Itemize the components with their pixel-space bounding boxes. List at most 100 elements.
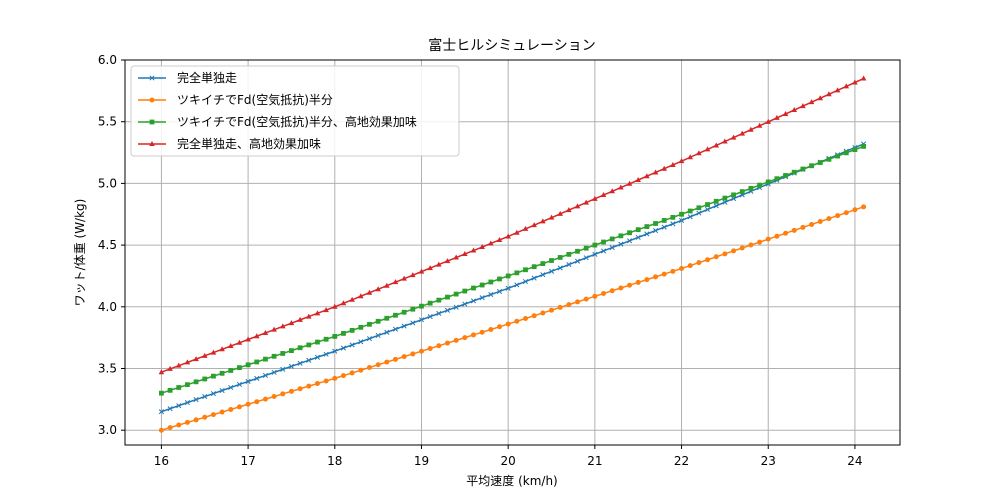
data-point	[176, 385, 182, 390]
data-point	[471, 285, 476, 291]
data-point	[505, 285, 511, 291]
data-point	[444, 307, 451, 313]
legend-box	[130, 65, 460, 157]
data-point	[765, 179, 771, 185]
data-point	[392, 279, 399, 285]
data-point	[626, 180, 633, 186]
data-point	[505, 273, 511, 279]
y-tick-label: 3.5	[98, 361, 117, 375]
data-point	[289, 348, 294, 354]
data-point	[236, 404, 242, 410]
data-point	[228, 368, 234, 373]
data-point	[722, 195, 728, 201]
series-line	[161, 145, 864, 394]
y-axis-label: ワット/体重 (W/kg)	[73, 199, 87, 307]
series-4	[158, 75, 867, 375]
data-point	[488, 240, 494, 246]
data-point	[522, 225, 529, 231]
data-point	[279, 323, 286, 329]
data-point	[600, 248, 607, 254]
data-point	[661, 165, 668, 171]
data-point	[679, 211, 684, 217]
data-point	[167, 365, 173, 371]
data-point	[427, 265, 433, 271]
data-point	[245, 336, 251, 342]
x-tick-label: 23	[761, 454, 776, 468]
data-point	[834, 87, 841, 93]
data-point	[436, 310, 442, 317]
legend-marker	[149, 75, 155, 81]
data-point	[687, 154, 694, 160]
data-point	[496, 324, 502, 330]
data-point	[306, 342, 312, 348]
data-point	[427, 314, 433, 320]
data-point	[349, 327, 355, 333]
data-point	[583, 255, 589, 261]
data-point	[254, 399, 260, 405]
data-point	[592, 251, 598, 257]
data-point	[340, 300, 347, 306]
data-point	[782, 110, 789, 116]
data-point	[522, 278, 529, 285]
data-point	[497, 276, 502, 282]
data-point	[678, 217, 685, 223]
data-point	[453, 337, 459, 343]
data-point	[860, 75, 867, 81]
data-point	[575, 248, 580, 254]
data-point	[315, 339, 320, 345]
data-point	[349, 296, 355, 302]
series-1	[158, 141, 867, 415]
data-point	[661, 218, 667, 223]
data-point	[210, 349, 217, 355]
data-point	[739, 130, 746, 136]
data-point	[609, 288, 615, 294]
data-point	[236, 381, 242, 388]
data-point	[384, 315, 390, 321]
data-point	[713, 203, 719, 209]
data-point	[297, 316, 303, 322]
data-point	[705, 257, 711, 263]
data-point	[314, 381, 320, 387]
legend-marker	[149, 97, 155, 103]
data-point	[635, 279, 641, 285]
data-point	[514, 270, 520, 276]
data-point	[262, 396, 268, 402]
data-point	[609, 188, 615, 194]
data-point	[696, 210, 702, 216]
data-point	[601, 239, 606, 245]
data-point	[393, 312, 398, 318]
data-point	[696, 150, 702, 156]
data-point	[713, 142, 720, 148]
data-point	[271, 326, 277, 332]
data-point	[210, 412, 216, 418]
series-3	[159, 143, 866, 396]
data-point	[219, 409, 225, 415]
data-point	[661, 224, 667, 230]
data-point	[809, 221, 815, 227]
data-point	[436, 343, 442, 349]
series-2	[158, 204, 867, 433]
data-point	[566, 207, 572, 213]
data-point	[401, 309, 407, 315]
data-point	[549, 258, 554, 263]
data-point	[202, 376, 208, 382]
data-point	[479, 295, 485, 301]
data-point	[410, 320, 416, 326]
data-point	[826, 156, 832, 162]
data-point	[297, 360, 303, 366]
legend-label: ツキイチでFd(空気抵抗)半分、高地効果加味	[177, 114, 417, 129]
data-point	[696, 205, 702, 211]
data-point	[323, 378, 329, 384]
data-point	[305, 313, 312, 319]
data-point	[514, 318, 520, 324]
data-point	[367, 321, 372, 327]
data-point	[592, 293, 598, 299]
legend-label: 完全単独走	[177, 70, 237, 85]
data-point	[592, 195, 598, 201]
data-point	[713, 254, 719, 260]
data-point	[817, 95, 824, 101]
data-point	[167, 387, 173, 393]
y-tick-label: 4.5	[98, 238, 117, 252]
data-point	[167, 406, 173, 412]
